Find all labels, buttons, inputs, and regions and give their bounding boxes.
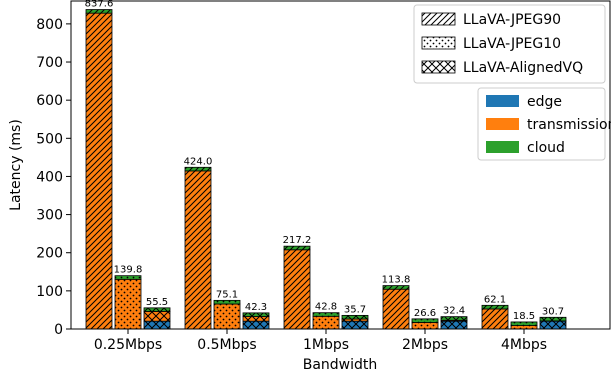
legend-label-alignedvq: LLaVA-AlignedVQ — [463, 60, 583, 76]
value-label: 55.5 — [146, 297, 168, 308]
bar-0.25mbps-3-transmission-hatch — [143, 311, 171, 322]
value-label: 26.6 — [414, 308, 436, 319]
bar-2mbps-2-transmission-hatch — [411, 322, 439, 330]
value-label: 139.8 — [114, 265, 143, 276]
x-tick-label: 2Mbps — [402, 337, 448, 353]
value-labels-layer: 837.6 139.8 55.5 424.0 75.1 42.3 217.2 42.8 35.7… — [85, 0, 564, 322]
x-tick-label: 0.25Mbps — [94, 337, 162, 353]
bar-0.25mbps-2-transmission-hatch — [114, 278, 142, 330]
bar-0.5mbps-1-transmission-hatch — [184, 170, 212, 330]
bar-1mbps-2-transmission-hatch — [312, 315, 340, 330]
legend-label-transmission: transmission — [527, 117, 611, 133]
y-tick-label: 0 — [54, 322, 63, 338]
bar-0.5mbps-2-transmission-hatch — [213, 303, 241, 330]
value-label: 42.3 — [245, 302, 267, 313]
x-tick-label: 1Mbps — [303, 337, 349, 353]
bar-4mbps-2-cloud-hatch — [510, 321, 538, 326]
bar-2mbps-3-cloud-hatch — [440, 316, 468, 321]
value-label: 35.7 — [344, 304, 366, 315]
x-axis: 0.25Mbps 0.5Mbps 1Mbps 2Mbps 4Mbps — [94, 329, 547, 353]
bar-1mbps-2-cloud-hatch — [312, 312, 340, 317]
bar-0.25mbps-3-edge-hatch — [143, 320, 171, 330]
bar-1mbps-1-cloud-hatch — [283, 245, 311, 251]
bar-2mbps-1-cloud-hatch — [382, 285, 410, 290]
legend-methods: LLaVA-JPEG90 LLaVA-JPEG10 LLaVA-AlignedV… — [413, 4, 606, 84]
bar-1mbps-3-edge-hatch — [341, 320, 369, 330]
bar-0.5mbps-2-cloud-hatch — [213, 299, 241, 305]
bar-2mbps-3-edge-hatch — [440, 320, 468, 330]
y-tick-label: 300 — [36, 208, 63, 224]
value-label: 837.6 — [85, 0, 114, 10]
value-label: 30.7 — [542, 306, 564, 317]
y-tick-label: 800 — [36, 17, 63, 33]
value-label: 18.5 — [513, 311, 535, 322]
legend-swatch-cloud — [486, 141, 519, 153]
legend-label-jpeg90: LLaVA-JPEG90 — [463, 12, 561, 28]
y-tick-label: 400 — [36, 169, 63, 185]
bar-0.25mbps-1-transmission-hatch — [85, 12, 113, 330]
value-label: 42.8 — [315, 302, 337, 313]
value-label: 424.0 — [184, 156, 213, 167]
value-label: 75.1 — [216, 289, 238, 300]
bar-4mbps-1-transmission-hatch — [481, 308, 509, 330]
legend-swatch-jpeg10 — [421, 36, 456, 50]
x-axis-title: Bandwidth — [303, 357, 378, 373]
y-tick-label: 700 — [36, 55, 63, 71]
bar-1mbps-3-cloud-hatch — [341, 314, 369, 320]
value-label: 217.2 — [283, 235, 312, 246]
bar-0.5mbps-3-cloud-hatch — [242, 312, 270, 317]
value-label: 62.1 — [484, 294, 506, 305]
bar-0.25mbps-3-cloud-hatch — [143, 307, 171, 312]
legend-swatch-jpeg90 — [421, 12, 456, 26]
bar-0.25mbps-2-cloud-hatch — [114, 275, 142, 280]
bar-2mbps-1-transmission-hatch — [382, 288, 410, 330]
y-tick-label: 200 — [36, 246, 63, 262]
y-tick-label: 500 — [36, 131, 63, 147]
bar-4mbps-3-cloud-hatch — [539, 316, 567, 322]
bar-4mbps-3-edge-hatch — [539, 320, 567, 330]
bar-1mbps-1-transmission-hatch — [283, 249, 311, 330]
x-tick-label: 4Mbps — [501, 337, 547, 353]
value-label: 32.4 — [443, 306, 465, 317]
y-axis: 0 100 200 300 400 500 600 700 800 — [36, 17, 71, 338]
bar-0.5mbps-3-edge-hatch — [242, 320, 270, 330]
y-tick-label: 600 — [36, 93, 63, 109]
legend-methods-box — [413, 4, 606, 84]
bars-layer — [85, 9, 567, 330]
y-tick-label: 100 — [36, 284, 63, 300]
legend-label-edge: edge — [527, 94, 562, 110]
legend-label-cloud: cloud — [527, 140, 565, 156]
bar-0.5mbps-1-cloud-hatch — [184, 166, 212, 172]
bar-4mbps-2-transmission-hatch — [510, 325, 538, 330]
y-axis-title: Latency (ms) — [8, 119, 24, 211]
value-label: 113.8 — [382, 275, 411, 286]
bar-4mbps-1-cloud-hatch — [481, 304, 509, 310]
legend-label-jpeg10: LLaVA-JPEG10 — [463, 36, 561, 52]
legend-swatch-alignedvq — [421, 60, 456, 74]
legend-components: edge transmission cloud — [477, 87, 611, 161]
bar-0.25mbps-1-cloud-hatch — [85, 9, 113, 14]
x-tick-label: 0.5Mbps — [197, 337, 256, 353]
legend-swatch-edge — [486, 95, 519, 107]
plot-frame — [70, 0, 611, 330]
legend-swatch-transmission — [486, 118, 519, 130]
bar-0.5mbps-3-transmission-hatch — [242, 316, 270, 322]
bar-2mbps-2-cloud-hatch — [411, 318, 439, 323]
